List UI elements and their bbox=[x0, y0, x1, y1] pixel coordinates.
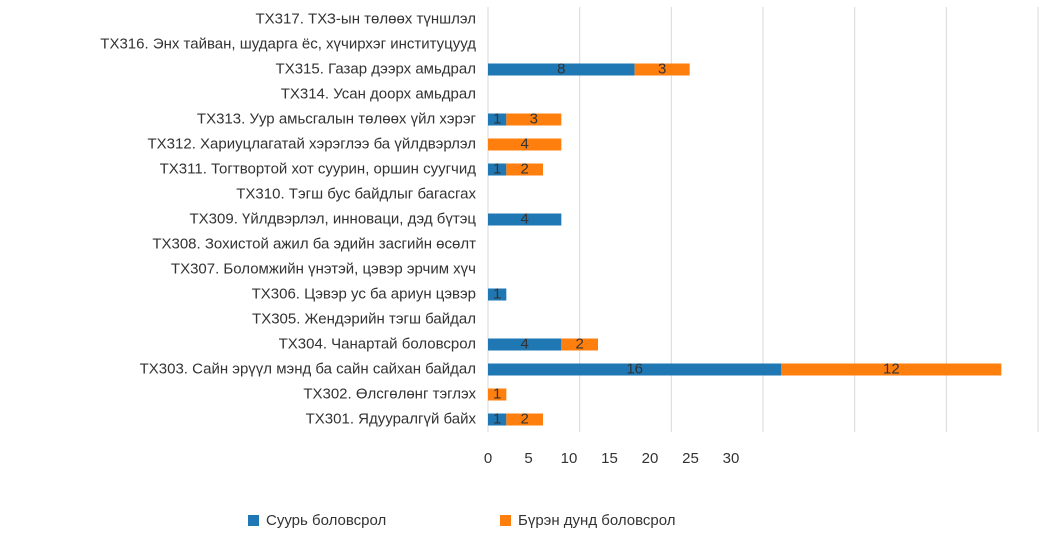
data-label: 1 bbox=[493, 385, 501, 402]
bar-segment bbox=[488, 388, 507, 401]
y-tick-label: ТХ306. Цэвэр ус ба ариун цэвэр bbox=[252, 285, 476, 302]
y-tick-label: ТХ303. Сайн эрүүл мэнд ба сайн сайхан ба… bbox=[140, 360, 476, 377]
bar-segment bbox=[561, 338, 598, 351]
y-tick-label: ТХ305. Жендэрийн тэгш байдал bbox=[252, 310, 476, 327]
bar-segment bbox=[488, 163, 507, 176]
legend-swatch bbox=[248, 515, 259, 526]
bar-segment bbox=[488, 63, 635, 76]
y-tick-label: ТХ307. Боломжийн үнэтэй, цэвэр эрчим хүч bbox=[171, 260, 476, 277]
data-label: 4 bbox=[520, 210, 528, 227]
data-label: 12 bbox=[883, 360, 900, 377]
x-tick-label: 30 bbox=[723, 450, 740, 467]
y-tick-label: ТХ312. Хариуцлагатай хэрэглээ ба үйлдвэр… bbox=[148, 135, 476, 152]
bar-segment bbox=[488, 213, 562, 226]
bar-segment bbox=[488, 338, 562, 351]
y-tick-label: ТХ316. Энх тайван, шударга ёс, хүчирхэг … bbox=[100, 35, 476, 52]
y-tick-label: ТХ315. Газар дээрх амьдрал bbox=[276, 60, 476, 77]
bar-segment bbox=[488, 413, 507, 426]
x-tick-label: 25 bbox=[682, 450, 699, 467]
bar-segment bbox=[488, 363, 782, 376]
y-tick-label: ТХ302. Өлсгөлөнг тэглэх bbox=[303, 385, 476, 402]
bar-segment bbox=[781, 363, 1002, 376]
bar-segment bbox=[634, 63, 690, 76]
y-tick-label: ТХ314. Усан доорх амьдрал bbox=[281, 85, 476, 102]
data-label: 16 bbox=[626, 360, 643, 377]
y-tick-label: ТХ313. Уур амьсгалын төлөөх үйл хэрэг bbox=[197, 110, 477, 127]
data-label: 1 bbox=[493, 110, 501, 127]
data-label: 1 bbox=[493, 160, 501, 177]
data-label: 4 bbox=[520, 135, 528, 152]
x-tick-label: 0 bbox=[484, 450, 492, 467]
y-tick-label: ТХ301. Ядууралгүй байх bbox=[306, 410, 477, 427]
x-tick-label: 5 bbox=[524, 450, 532, 467]
bar-segment bbox=[506, 113, 562, 126]
bar-segment bbox=[506, 413, 543, 426]
data-label: 1 bbox=[493, 410, 501, 427]
y-tick-label: ТХ310. Тэгш бус байдлыг багасгах bbox=[236, 185, 476, 202]
x-tick-label: 20 bbox=[642, 450, 659, 467]
y-tick-label: ТХ311. Тогтвортой хот суурин, оршин сууг… bbox=[160, 160, 477, 177]
data-label: 3 bbox=[658, 60, 666, 77]
y-tick-label: ТХ308. Зохистой ажил ба эдийн засгийн өс… bbox=[152, 235, 476, 252]
bar-segment bbox=[506, 163, 543, 176]
data-label: 4 bbox=[520, 335, 528, 352]
bar-segment bbox=[488, 138, 562, 151]
y-tick-label: ТХ309. Үйлдвэрлэл, инноваци, дэд бүтэц bbox=[190, 210, 477, 227]
legend-label: Бүрэн дунд боловсрол bbox=[518, 512, 676, 529]
data-label: 3 bbox=[530, 110, 538, 127]
data-label: 2 bbox=[520, 160, 528, 177]
legend-label: Суурь боловсрол bbox=[266, 512, 386, 529]
bar-segment bbox=[488, 113, 507, 126]
y-tick-label: ТХ304. Чанартай боловсрол bbox=[279, 335, 476, 352]
x-tick-label: 15 bbox=[601, 450, 618, 467]
bar-segment bbox=[488, 288, 507, 301]
data-label: 1 bbox=[493, 285, 501, 302]
legend-swatch bbox=[500, 515, 511, 526]
data-label: 2 bbox=[575, 335, 583, 352]
data-label: 2 bbox=[520, 410, 528, 427]
data-label: 8 bbox=[557, 60, 565, 77]
y-tick-label: ТХ317. ТХЗ-ын төлөөх түншлэл bbox=[256, 10, 477, 27]
x-tick-label: 10 bbox=[561, 450, 578, 467]
